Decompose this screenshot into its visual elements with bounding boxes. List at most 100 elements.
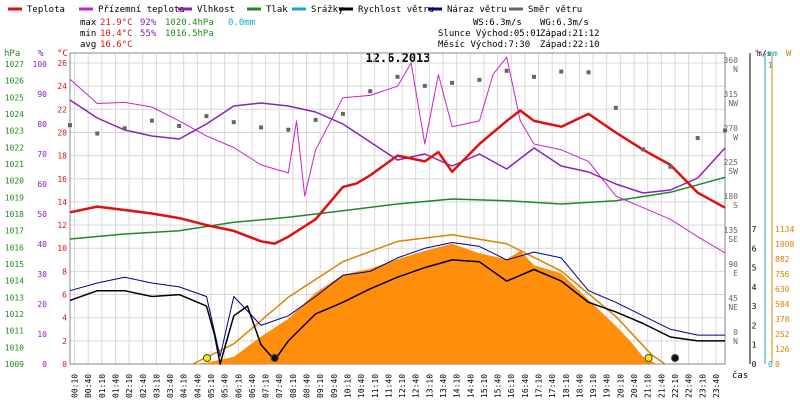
avg-temp: 16.6°C (100, 40, 133, 50)
wind-direction-point (586, 70, 591, 75)
pressure-tick-label: 1013 (5, 293, 24, 302)
direction-tick-label: 180 (724, 192, 739, 201)
sunrise-marker (203, 354, 212, 362)
pressure-tick-label: 1017 (5, 227, 24, 236)
apparent-temperature-line (69, 56, 726, 254)
humidity-tick-label: 80 (37, 120, 47, 129)
x-tick-label: 03:10 (152, 374, 161, 398)
x-tick-label: 04:40 (193, 374, 202, 398)
wind-direction-point (340, 111, 345, 116)
x-tick-label: 03:40 (166, 374, 175, 398)
x-tick-label: 16:10 (507, 374, 516, 398)
x-tick-label: 23:10 (698, 374, 707, 398)
moonset-marker (671, 354, 680, 362)
wind-direction-point (559, 69, 564, 74)
wind-direction-point (422, 83, 427, 88)
wind-tick-label: 6 (752, 244, 757, 253)
wind-speed-line (69, 259, 725, 365)
x-tick-label: 18:40 (575, 374, 584, 398)
pressure-tick-label: 1010 (5, 343, 24, 352)
x-tick-label: 12:10 (398, 374, 407, 398)
unit-headers: hPa % °C ° m/s mm W čas (4, 49, 792, 381)
pressure-tick-label: 1009 (5, 360, 24, 369)
solar-tick-label: 1008 (775, 240, 794, 249)
unit-w: W (786, 49, 792, 59)
x-tick-label: 10:40 (357, 374, 366, 398)
unit-time: čas (732, 370, 748, 381)
direction-compass-label: SE (728, 235, 738, 244)
unit-celsius: °C (57, 49, 68, 59)
wind-direction-point (204, 114, 209, 119)
x-tick-label: 06:40 (248, 374, 257, 398)
pressure-tick-label: 1018 (5, 210, 24, 219)
temperature-tick-label: 24 (57, 82, 67, 91)
wind-direction-point (95, 131, 100, 136)
moonrise-marker (270, 354, 279, 362)
solar-tick-label: 756 (775, 270, 790, 279)
x-tick-label: 07:40 (275, 374, 284, 398)
pressure-tick-label: 1020 (5, 177, 24, 186)
pressure-tick-label: 1025 (5, 93, 24, 102)
pressure-tick-label: 1011 (5, 327, 24, 336)
x-tick-label: 05:10 (207, 374, 216, 398)
pressure-tick-label: 1012 (5, 310, 24, 319)
direction-compass-label: S (733, 201, 738, 210)
x-tick-label: 08:10 (289, 374, 298, 398)
humidity-tick-label: 0 (42, 360, 47, 369)
direction-compass-label: N (733, 337, 738, 346)
legend-label: Náraz větru (447, 5, 507, 15)
wind-tick-label: 1 (752, 341, 757, 350)
wind-direction-point (395, 74, 400, 79)
wind-gust-current: WG:6.3m/s (540, 18, 589, 28)
unit-degrees: ° (754, 49, 759, 59)
max-label: max (80, 18, 97, 28)
temperature-tick-label: 26 (57, 59, 67, 68)
legend-label: Rychlost větru (358, 5, 434, 15)
pressure-tick-label: 1023 (5, 127, 24, 136)
legend-label: Srážky (311, 5, 344, 15)
unit-mm: mm (768, 49, 778, 58)
wind-gust-line (69, 242, 725, 357)
x-tick-label: 22:10 (671, 374, 680, 398)
direction-compass-label: NE (728, 303, 738, 312)
rain-tick-label: 1 (768, 61, 773, 70)
x-tick-label: 14:40 (466, 374, 475, 398)
rain-tick-label: 0 (768, 360, 773, 369)
moonrise: Měsíc Východ:7:30 (438, 40, 530, 50)
unit-percent: % (38, 49, 44, 59)
solar-tick-label: 378 (775, 315, 790, 324)
solar-tick-label: 0 (775, 360, 780, 369)
x-tick-label: 06:10 (234, 374, 243, 398)
solar-radiation-area (192, 243, 657, 364)
wind-direction-point (668, 164, 673, 169)
wind-direction-point (531, 74, 536, 79)
wind-direction-point (68, 123, 72, 128)
wind-direction-point (450, 80, 455, 85)
unit-ms: m/s (757, 49, 772, 58)
solar-theoretical-line (192, 234, 666, 365)
legend-label: Tlak (266, 5, 288, 15)
x-tick-label: 09:10 (316, 374, 325, 398)
legend-label: Směr větru (528, 5, 582, 15)
direction-compass-label: NW (728, 99, 738, 108)
x-tick-label: 16:40 (521, 374, 530, 398)
humidity-line (69, 99, 726, 194)
x-tick-label: 00:10 (71, 374, 80, 398)
x-tick-label: 15:10 (480, 374, 489, 398)
chart-legend: Teplota Přízemní teplota Vlhkost Tlak Srážky… (8, 5, 582, 15)
direction-tick-label: 315 (724, 90, 739, 99)
min-temp: 10.4°C (100, 29, 133, 39)
wind-direction-point (286, 127, 291, 132)
x-tick-label: 21:40 (657, 374, 666, 398)
direction-tick-label: 360 (724, 56, 739, 65)
wind-direction-point (613, 105, 618, 110)
avg-label: avg (80, 40, 96, 50)
sunset: Západ:21:12 (540, 29, 600, 39)
pressure-tick-label: 1021 (5, 160, 24, 169)
direction-compass-label: SW (728, 167, 738, 176)
wind-speed-current: WS:6.3m/s (473, 18, 522, 28)
pressure-tick-label: 1027 (5, 60, 24, 69)
humidity-tick-label: 20 (37, 300, 47, 309)
x-tick-label: 09:40 (330, 374, 339, 398)
temperature-tick-label: 10 (57, 244, 67, 253)
